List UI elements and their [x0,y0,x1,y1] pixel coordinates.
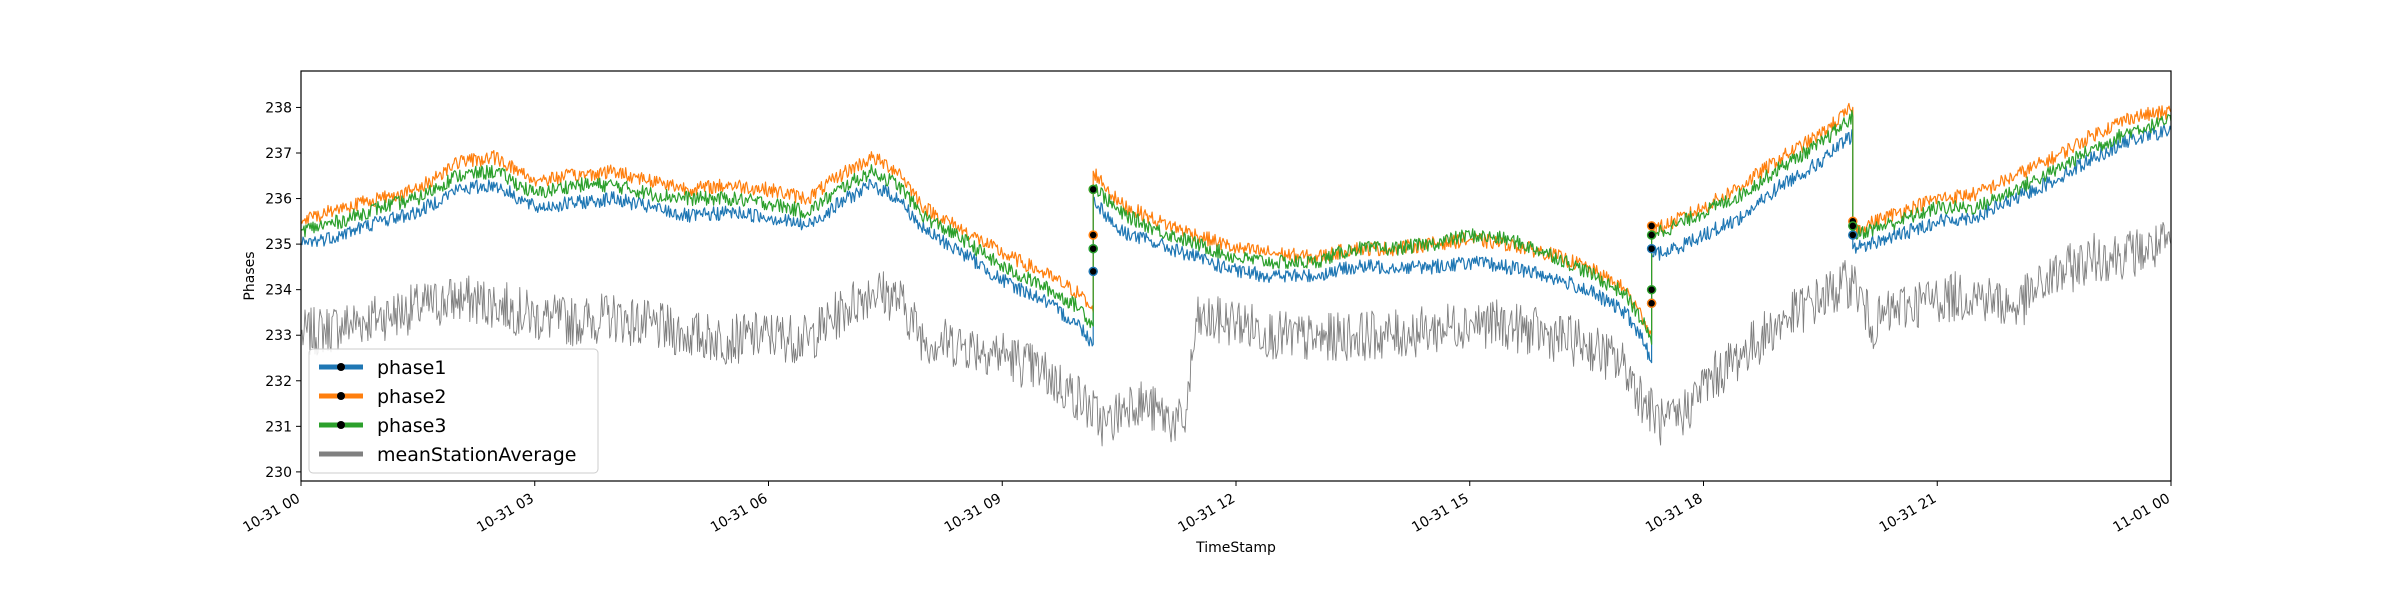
legend-marker-phase3 [337,421,345,429]
x-tick-label: 11-01 00 [2110,491,2173,536]
y-axis-label: Phases [242,251,258,300]
series-line-phase2 [301,102,2171,336]
y-tick-label: 231 [265,419,292,435]
x-tick-label: 10-31 21 [1877,491,1940,536]
step-marker-phase1-0 [1088,266,1098,277]
x-tick-label: 10-31 03 [474,491,537,536]
y-tick-label: 233 [265,328,292,344]
step-marker-phase3-3 [1646,230,1657,240]
legend-label-phase3: phase3 [377,415,446,437]
legend-box [308,348,599,474]
step-marker-phase1-3 [1646,243,1657,254]
x-axis: 10-31 00 10-31 03 10-31 06 10-31 09 10-31 12… [240,481,2173,536]
plot-area [301,102,2171,447]
legend: phase1 phase2 phase3 meanStationAverage [308,348,599,474]
step-marker-phase3-2 [1646,284,1657,295]
y-tick-label: 230 [265,465,292,481]
x-tick-label: 10-31 09 [942,491,1005,536]
y-tick-label: 232 [265,374,292,390]
legend-marker-phase1 [337,363,345,371]
step-marker-phase3-4 [1848,221,1858,231]
x-tick-label: 10-31 00 [240,491,303,536]
legend-label-phase2: phase2 [377,386,446,408]
y-tick-label: 236 [265,192,292,208]
y-axis: 230 231 232 233 234 235 236 237 238 [265,100,301,481]
legend-marker-phase2 [337,392,345,400]
step-marker-phase1-4 [1848,230,1858,240]
x-tick-label: 10-31 12 [1175,491,1238,536]
step-marker-phase2-3 [1646,221,1657,231]
step-marker-phase2-2 [1646,298,1657,309]
x-tick-label: 10-31 06 [708,491,771,536]
y-tick-label: 234 [265,283,292,299]
y-tick-label: 235 [265,237,292,253]
plot-series-layer [301,102,2171,447]
step-marker-phase3-1 [1088,184,1098,195]
x-tick-label: 10-31 18 [1643,491,1706,536]
series-line-phase3 [301,109,2171,345]
x-tick-label: 10-31 15 [1409,491,1472,536]
legend-label-meanStationAverage: meanStationAverage [377,444,576,466]
y-tick-label: 237 [265,146,292,162]
step-marker-phase2-1 [1088,230,1098,240]
series-line-phase1 [301,124,2171,364]
legend-label-phase1: phase1 [377,357,446,379]
x-axis-label: TimeStamp [1195,540,1276,556]
step-marker-phase3-0 [1088,243,1098,254]
y-tick-label: 238 [265,100,292,116]
series-line-meanStationAverage [301,221,2171,447]
